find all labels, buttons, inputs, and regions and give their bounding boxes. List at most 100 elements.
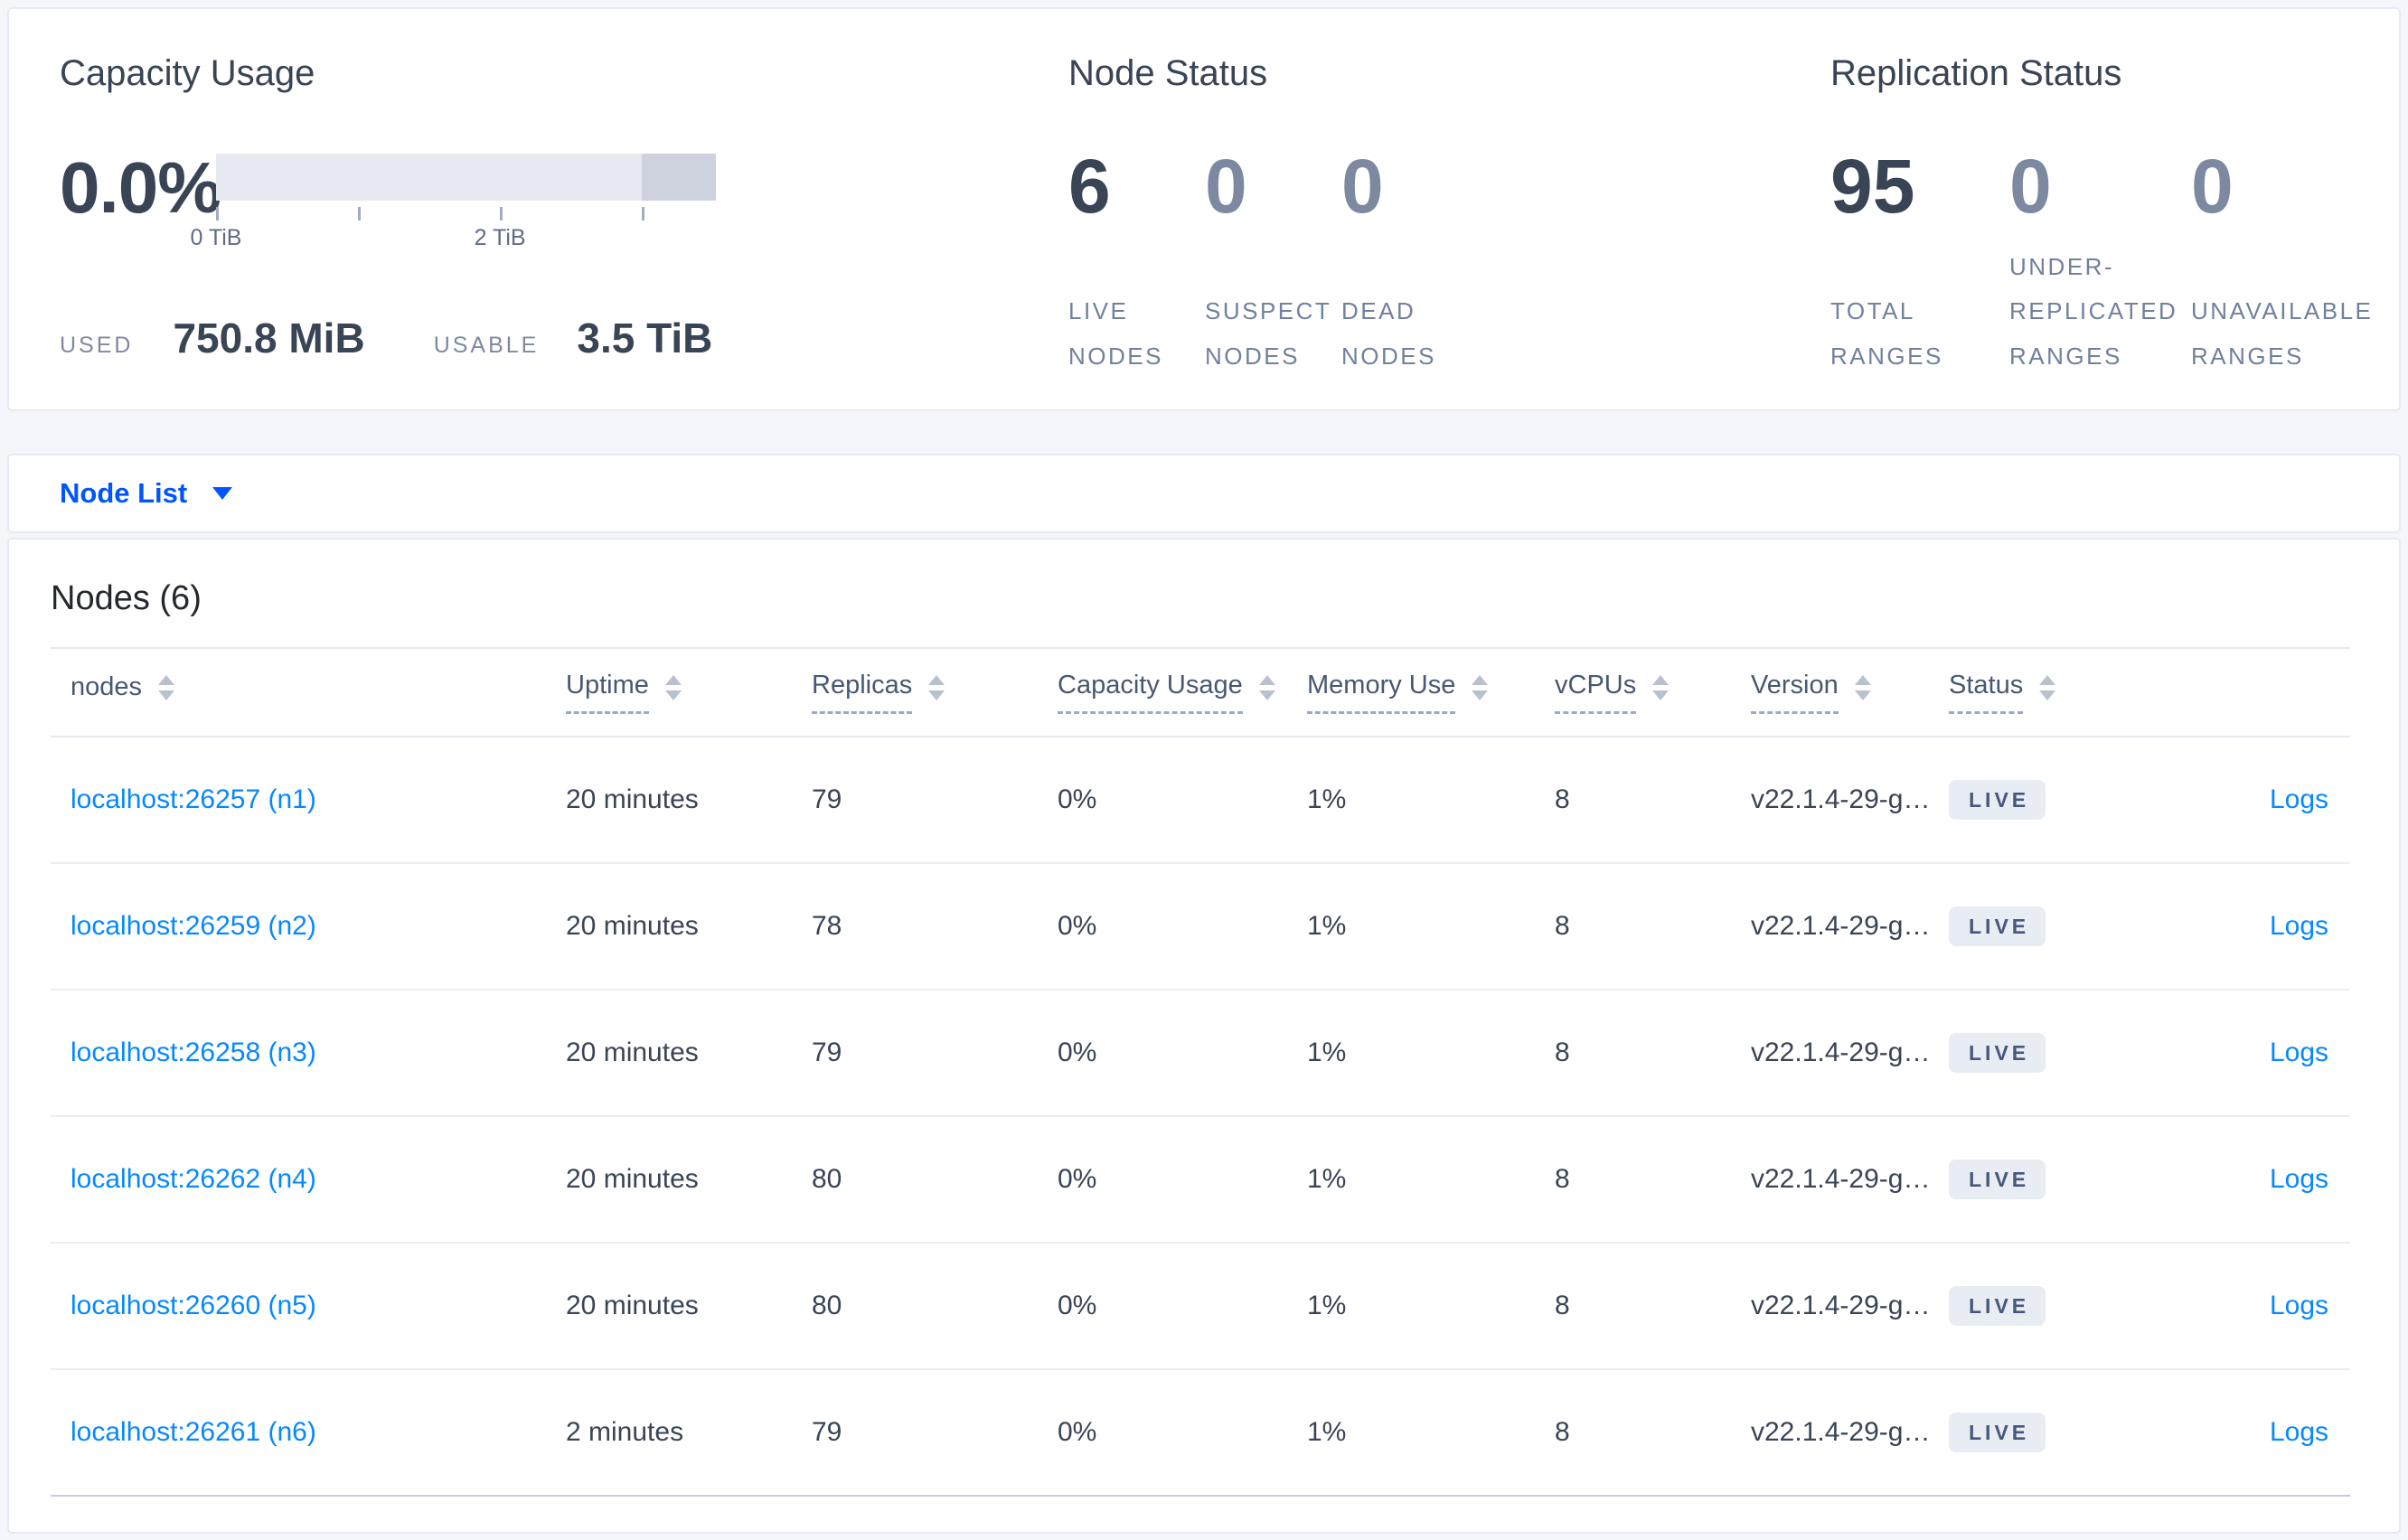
table-row: localhost:26259 (n2) 20 minutes 78 0% 1%… bbox=[51, 864, 2350, 991]
capacity-usage-cell: 0% bbox=[1058, 1164, 1097, 1194]
capacity-axis-labels: 0 TiB 2 TiB bbox=[191, 225, 716, 256]
used-value: 750.8 MiB bbox=[173, 315, 365, 362]
node-address-cell: localhost:26257 (n1) bbox=[51, 784, 546, 815]
column-header-uptime[interactable]: Uptime bbox=[546, 671, 792, 714]
node-link[interactable]: localhost:26259 (n2) bbox=[71, 911, 316, 941]
column-label[interactable]: Capacity Usage bbox=[1058, 671, 1243, 714]
node-link[interactable]: localhost:26258 (n3) bbox=[71, 1038, 316, 1067]
uptime-cell: 20 minutes bbox=[566, 1038, 699, 1067]
capacity-usage-cell: 0% bbox=[1058, 1291, 1097, 1320]
live-nodes-stat: 6 LIVE NODES bbox=[1068, 148, 1205, 379]
suspect-nodes-stat: 0 SUSPECT NODES bbox=[1205, 148, 1341, 379]
version-cell: v22.1.4-29-g… bbox=[1751, 784, 1931, 814]
total-ranges-value: 95 bbox=[1830, 144, 1915, 229]
node-link[interactable]: localhost:26261 (n6) bbox=[71, 1417, 316, 1447]
column-header-nodes[interactable]: nodes bbox=[51, 672, 546, 713]
capacity-bar-unusable-segment bbox=[642, 154, 716, 201]
capacity-bar-chart: 0 TiB 2 TiB bbox=[191, 154, 716, 256]
replicas-cell: 78 bbox=[812, 911, 842, 941]
node-address-cell: localhost:26260 (n5) bbox=[51, 1291, 546, 1321]
capacity-usage-section: Capacity Usage 0.0% 0 TiB 2 TiB bbox=[60, 52, 1068, 362]
used-label: USED bbox=[60, 333, 134, 358]
node-link[interactable]: localhost:26257 (n1) bbox=[71, 784, 316, 814]
replication-status-section: Replication Status 95 TOTAL RANGES 0 UND… bbox=[1830, 52, 2408, 370]
view-selector-bar: Node List bbox=[7, 454, 2401, 533]
sort-icon bbox=[2039, 675, 2056, 700]
unavailable-ranges-value: 0 bbox=[2191, 144, 2234, 229]
sort-icon bbox=[1854, 675, 1871, 700]
logs-cell: Logs bbox=[2250, 1164, 2372, 1195]
sort-icon bbox=[158, 675, 175, 700]
replicas-cell: 79 bbox=[812, 784, 842, 814]
column-header-replicas[interactable]: Replicas bbox=[792, 671, 1038, 714]
column-label[interactable]: Status bbox=[1949, 671, 2024, 714]
logs-link[interactable]: Logs bbox=[2270, 911, 2329, 941]
column-label[interactable]: Uptime bbox=[566, 671, 649, 714]
node-status-section: Node Status 6 LIVE NODES 0 SUSPECT NODES… bbox=[1068, 52, 1830, 370]
column-header-vcpus[interactable]: vCPUs bbox=[1535, 671, 1731, 714]
nodes-table-panel: Nodes (6) nodes Uptime Replicas Capacity… bbox=[7, 538, 2401, 1534]
capacity-usage-cell: 0% bbox=[1058, 1038, 1097, 1067]
logs-link[interactable]: Logs bbox=[2270, 784, 2329, 814]
total-ranges-label: TOTAL RANGES bbox=[1830, 297, 1943, 370]
node-link[interactable]: localhost:26262 (n4) bbox=[71, 1164, 316, 1194]
memory-use-cell: 1% bbox=[1307, 1164, 1347, 1194]
dead-nodes-stat: 0 DEAD NODES bbox=[1341, 148, 1478, 379]
column-label[interactable]: Memory Use bbox=[1307, 671, 1456, 714]
column-header-capacity-usage[interactable]: Capacity Usage bbox=[1038, 671, 1287, 714]
logs-link[interactable]: Logs bbox=[2270, 1164, 2329, 1194]
memory-use-cell: 1% bbox=[1307, 1038, 1347, 1067]
tick-label-2tib: 2 TiB bbox=[474, 225, 526, 250]
column-header-memory-use[interactable]: Memory Use bbox=[1287, 671, 1535, 714]
live-nodes-label: LIVE NODES bbox=[1068, 297, 1163, 370]
vcpus-cell: 8 bbox=[1555, 1038, 1570, 1067]
column-header-version[interactable]: Version bbox=[1731, 671, 1929, 714]
capacity-percent: 0.0% bbox=[60, 147, 221, 228]
dead-nodes-value: 0 bbox=[1341, 144, 1384, 229]
capacity-axis-ticks bbox=[216, 205, 716, 221]
column-label[interactable]: vCPUs bbox=[1555, 671, 1637, 714]
chevron-down-icon[interactable] bbox=[212, 487, 233, 500]
capacity-usage-cell: 0% bbox=[1058, 1417, 1097, 1447]
logs-cell: Logs bbox=[2250, 1291, 2372, 1321]
memory-use-cell: 1% bbox=[1307, 784, 1347, 814]
column-header-status[interactable]: Status bbox=[1929, 671, 2250, 714]
live-nodes-value: 6 bbox=[1068, 144, 1111, 229]
suspect-nodes-value: 0 bbox=[1205, 144, 1247, 229]
logs-cell: Logs bbox=[2250, 784, 2372, 815]
node-address-cell: localhost:26262 (n4) bbox=[51, 1164, 546, 1195]
tick-mark bbox=[216, 207, 219, 221]
table-row: localhost:26258 (n3) 20 minutes 79 0% 1%… bbox=[51, 991, 2350, 1117]
logs-link[interactable]: Logs bbox=[2270, 1417, 2329, 1447]
suspect-nodes-label: SUSPECT NODES bbox=[1205, 297, 1331, 370]
vcpus-cell: 8 bbox=[1555, 1417, 1570, 1447]
node-list-dropdown[interactable]: Node List bbox=[60, 477, 188, 509]
table-row: localhost:26262 (n4) 20 minutes 80 0% 1%… bbox=[51, 1117, 2350, 1244]
status-cell: LIVE bbox=[1929, 1033, 2250, 1073]
logs-link[interactable]: Logs bbox=[2270, 1038, 2329, 1067]
logs-link[interactable]: Logs bbox=[2270, 1291, 2329, 1320]
uptime-cell: 20 minutes bbox=[566, 784, 699, 814]
column-label[interactable]: Version bbox=[1751, 671, 1839, 714]
memory-use-cell: 1% bbox=[1307, 1291, 1347, 1320]
capacity-used-usable-row: USED 750.8 MiB USABLE 3.5 TiB bbox=[60, 314, 1068, 362]
node-address-cell: localhost:26258 (n3) bbox=[51, 1038, 546, 1068]
node-link[interactable]: localhost:26260 (n5) bbox=[71, 1291, 316, 1320]
under-replicated-ranges-value: 0 bbox=[2009, 144, 2052, 229]
sort-icon bbox=[928, 675, 945, 700]
version-cell: v22.1.4-29-g… bbox=[1751, 1417, 1931, 1447]
uptime-cell: 20 minutes bbox=[566, 911, 699, 941]
column-label[interactable]: Replicas bbox=[812, 671, 913, 714]
tick-label-0tib: 0 TiB bbox=[190, 225, 242, 250]
column-label[interactable]: nodes bbox=[71, 671, 143, 701]
version-cell: v22.1.4-29-g… bbox=[1751, 911, 1931, 941]
vcpus-cell: 8 bbox=[1555, 1164, 1570, 1194]
status-cell: LIVE bbox=[1929, 1413, 2250, 1452]
live-status-badge: LIVE bbox=[1949, 1160, 2046, 1199]
status-cell: LIVE bbox=[1929, 1286, 2250, 1326]
live-status-badge: LIVE bbox=[1949, 1033, 2046, 1073]
node-address-cell: localhost:26259 (n2) bbox=[51, 911, 546, 942]
vcpus-cell: 8 bbox=[1555, 1291, 1570, 1320]
sort-icon bbox=[1472, 675, 1489, 700]
